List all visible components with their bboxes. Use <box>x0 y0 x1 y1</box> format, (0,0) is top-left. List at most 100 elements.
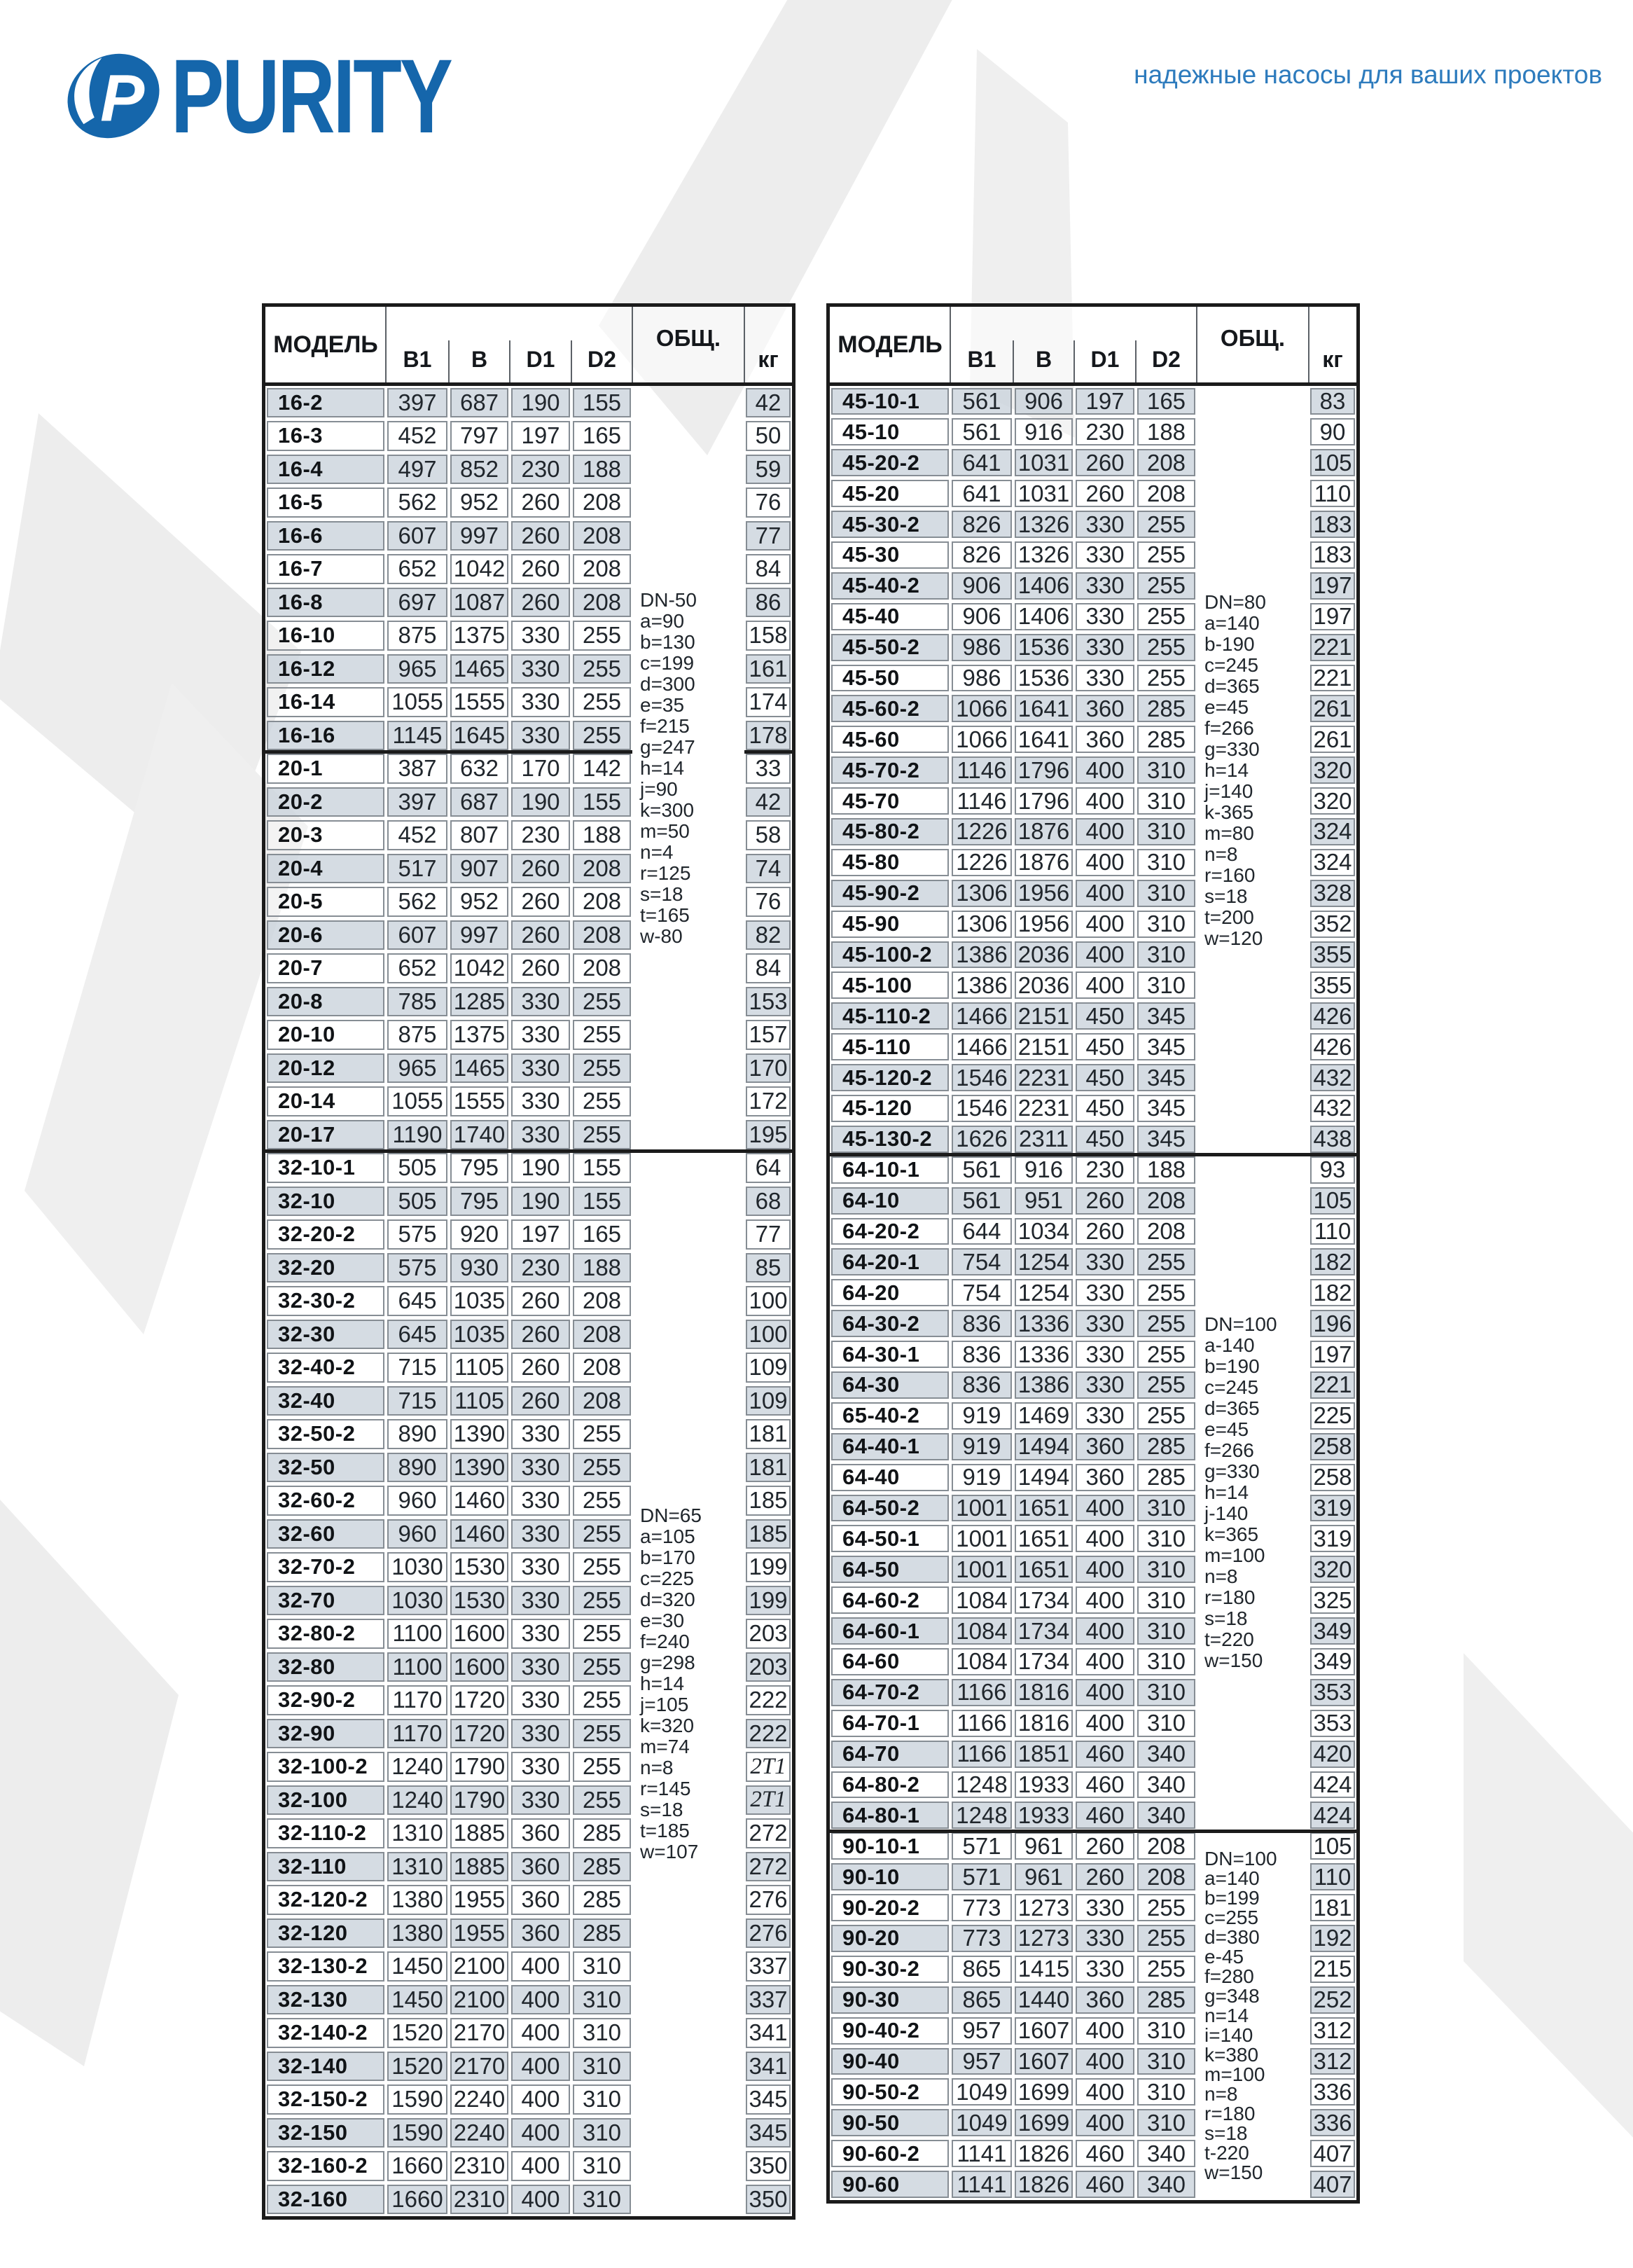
b-cell: 1933 <box>1015 1771 1073 1799</box>
b-cell: 1415 <box>1015 1955 1073 1983</box>
model-cell: 90-50 <box>831 2109 949 2137</box>
b-cell: 907 <box>450 853 508 883</box>
obsh-line: d=365 <box>1204 1397 1260 1420</box>
table-row: 45-120 1546 2231 450 345 432 <box>830 1093 1356 1123</box>
table-row: 20-10 875 1375 330 255 157 <box>265 1018 792 1052</box>
table-row: 32-90-2 1170 1720 330 255 222 <box>265 1684 792 1717</box>
d1-cell: 400 <box>1076 2109 1134 2137</box>
obsh-line: b-190 <box>1204 632 1255 655</box>
table-row: 20-17 1190 1740 330 255 195 <box>265 1118 792 1152</box>
b1-cell: 1030 <box>387 1585 447 1615</box>
table-row: 45-110 1466 2151 450 345 426 <box>830 1032 1356 1063</box>
d2-cell: 255 <box>573 621 631 651</box>
table-row: 45-60-2 1066 1641 360 285 261 <box>830 693 1356 724</box>
kg-cell: 59 <box>746 454 791 484</box>
d2-cell: 208 <box>1137 480 1195 508</box>
table-row: 32-10 505 795 190 155 68 <box>265 1184 792 1218</box>
b1-cell: 1386 <box>952 971 1012 1000</box>
d1-cell: 330 <box>511 1119 570 1149</box>
d2-cell: 345 <box>1137 1094 1195 1122</box>
d1-cell: 330 <box>1076 602 1134 630</box>
model-cell: 64-20-1 <box>831 1248 949 1276</box>
b1-cell: 1590 <box>387 2084 447 2115</box>
table-row: 64-80-1 1248 1933 460 340 424 <box>830 1800 1356 1831</box>
table-row: 32-120 1380 1955 360 285 276 <box>265 1916 792 1950</box>
d2-cell: 208 <box>573 587 631 617</box>
model-cell: 16-10 <box>267 621 384 651</box>
b1-cell: 697 <box>387 587 447 617</box>
b-cell: 2100 <box>450 1951 508 1982</box>
kg-cell: 185 <box>746 1519 791 1549</box>
table-row: 32-10-1 505 795 190 155 64 <box>265 1152 792 1185</box>
table-row: 32-150 1590 2240 400 310 345 <box>265 2116 792 2150</box>
b-cell: 795 <box>450 1186 508 1216</box>
d2-cell: 255 <box>573 1585 631 1615</box>
kg-cell: 178 <box>746 720 791 750</box>
d2-cell: 165 <box>1137 387 1195 415</box>
b1-cell: 1306 <box>952 910 1012 938</box>
obsh-line: d=365 <box>1204 675 1260 697</box>
d1-cell: 450 <box>1076 1033 1134 1061</box>
obsh-line: n=8 <box>1204 2082 1238 2105</box>
d2-cell: 340 <box>1137 1740 1195 1768</box>
b1-cell: 1146 <box>952 787 1012 815</box>
table-row: 16-7 652 1042 260 208 84 <box>265 553 792 586</box>
b1-cell: 652 <box>387 554 447 584</box>
table-row: 45-30 826 1326 330 255 183 <box>830 539 1356 570</box>
obsh-line: w=150 <box>1204 2161 1263 2183</box>
b-cell: 1734 <box>1015 1648 1073 1675</box>
d2-cell: 208 <box>1137 1832 1195 1860</box>
kg-cell: 261 <box>1310 695 1355 723</box>
kg-cell: 110 <box>1310 1217 1355 1245</box>
model-cell: 90-60 <box>831 2171 949 2199</box>
b-cell: 1816 <box>1015 1678 1073 1706</box>
kg-cell: 432 <box>1310 1064 1355 1091</box>
b-cell: 1042 <box>450 953 508 983</box>
table-row: 64-50-2 1001 1651 400 310 319 <box>830 1493 1356 1523</box>
b-cell: 1600 <box>450 1619 508 1649</box>
table-row: 45-10-1 561 906 197 165 83 <box>830 386 1356 417</box>
d2-cell: 310 <box>573 2018 631 2048</box>
b1-cell: 1084 <box>952 1648 1012 1675</box>
d2-cell: 208 <box>573 520 631 551</box>
table-row: 32-60 960 1460 330 255 185 <box>265 1517 792 1551</box>
model-cell: 45-40 <box>831 602 949 630</box>
model-cell: 45-120-2 <box>831 1064 949 1091</box>
obsh-line: a=105 <box>640 1525 695 1547</box>
table-row: 16-3 452 797 197 165 50 <box>265 420 792 453</box>
b-cell: 1326 <box>1015 541 1073 569</box>
kg-cell: 153 <box>746 986 791 1016</box>
b1-cell: 645 <box>387 1319 447 1349</box>
dimensions-table-right: МОДЕЛЬ B1 B D1 D2 ОБЩ. кг 45-10-1 561 906 1… <box>826 303 1360 2204</box>
model-cell: 45-60-2 <box>831 695 949 723</box>
table-body: 16-2 397 687 190 155 42 16-3 452 797 197 165 50 16-4… <box>265 386 792 2216</box>
table-row: 45-40-2 906 1406 330 255 197 <box>830 570 1356 601</box>
kg-cell: 58 <box>746 820 791 850</box>
obsh-notes: DN=65 a=105 b=170 c=225 d=320 e=30 f=240 g=298 h… <box>637 1152 746 2216</box>
kg-cell: 424 <box>1310 1771 1355 1799</box>
table-row: 90-60-2 1141 1826 460 340 407 <box>830 2138 1356 2169</box>
column-header-d1: D1 <box>1073 307 1136 382</box>
table-row: 64-70-2 1166 1816 400 310 353 <box>830 1677 1356 1708</box>
obsh-line: j=90 <box>640 778 678 801</box>
b-cell: 2311 <box>1015 1125 1073 1153</box>
kg-cell: 77 <box>746 1219 791 1250</box>
b-cell: 2231 <box>1015 1094 1073 1122</box>
column-header-d2: D2 <box>571 307 632 382</box>
d2-cell: 255 <box>573 986 631 1016</box>
kg-cell: 195 <box>746 1119 791 1149</box>
d1-cell: 400 <box>1076 1525 1134 1553</box>
b-cell: 1796 <box>1015 787 1073 815</box>
model-cell: 32-110 <box>267 1851 384 1881</box>
table-row: 64-30-2 836 1336 330 255 196 <box>830 1308 1356 1339</box>
model-cell: 32-90 <box>267 1718 384 1748</box>
kg-cell: 84 <box>746 953 791 983</box>
table-row: 65-40-2 919 1469 330 255 225 <box>830 1400 1356 1431</box>
model-cell: 45-110-2 <box>831 1002 949 1030</box>
kg-cell: 185 <box>746 1486 791 1516</box>
model-cell: 16-7 <box>267 554 384 584</box>
model-cell: 16-3 <box>267 421 384 451</box>
kg-cell: 50 <box>746 421 791 451</box>
d1-cell: 400 <box>1076 787 1134 815</box>
